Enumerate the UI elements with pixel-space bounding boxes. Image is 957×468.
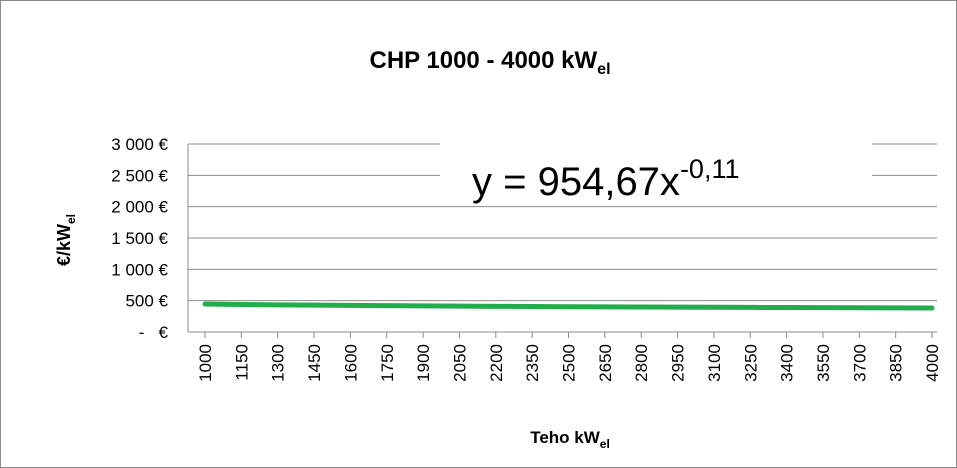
x-tick-label: 1450	[305, 344, 324, 382]
x-tick-label: 1150	[232, 344, 251, 381]
title-text: CHP 1000 - 4000 kW	[369, 47, 597, 74]
x-tick-label: 1000	[196, 344, 215, 382]
annotation-superscript: -0,11	[680, 154, 740, 184]
title-subscript: el	[597, 61, 610, 78]
x-axis-label: Teho kWel	[530, 428, 610, 451]
y-tick-label: - €	[139, 323, 169, 342]
x-label-text: Teho kW	[530, 428, 601, 447]
y-tick-label: 1 500 €	[111, 229, 168, 248]
x-tick-label: 2350	[523, 344, 542, 382]
x-tick-label: 3100	[705, 344, 724, 382]
x-tick-label: 2650	[596, 344, 615, 382]
x-tick-label: 1600	[341, 344, 360, 382]
data-line	[202, 301, 935, 311]
x-tick-label: 2050	[450, 344, 469, 382]
y-tick-label: 500 €	[125, 292, 168, 311]
x-label-subscript: el	[600, 437, 610, 451]
x-tick-label: 4000	[923, 344, 942, 382]
annotation-background	[440, 140, 872, 196]
x-tick-label: 1900	[414, 344, 433, 382]
annotation-text: y = 954,67x	[472, 160, 680, 204]
x-tick-label: 2500	[560, 344, 579, 382]
x-tick-label: 2950	[669, 344, 688, 382]
y-label-subscript: el	[64, 214, 78, 224]
annotation: y = 954,67x-0,11	[472, 154, 739, 204]
x-tick-label: 3700	[850, 344, 869, 382]
y-tick-label: 1 000 €	[111, 260, 168, 279]
x-tick-label: 1750	[378, 344, 397, 382]
y-tick-label: 2 500 €	[111, 166, 168, 185]
x-tick-label: 2800	[632, 344, 651, 382]
x-tick-label: 3850	[887, 344, 906, 382]
y-axis-label: €/kWel	[54, 214, 78, 266]
x-tick-label: 1300	[269, 344, 288, 382]
x-tick-label: 3550	[814, 344, 833, 382]
chart-title: CHP 1000 - 4000 kWel	[369, 47, 610, 78]
x-tick-label: 2200	[487, 344, 506, 382]
x-tick-label: 3400	[778, 344, 797, 382]
x-tick-label: 3250	[741, 344, 760, 382]
y-label-text: €/kW	[54, 224, 74, 266]
y-tick-label: 3 000 €	[111, 135, 168, 154]
y-tick-label: 2 000 €	[111, 198, 168, 217]
